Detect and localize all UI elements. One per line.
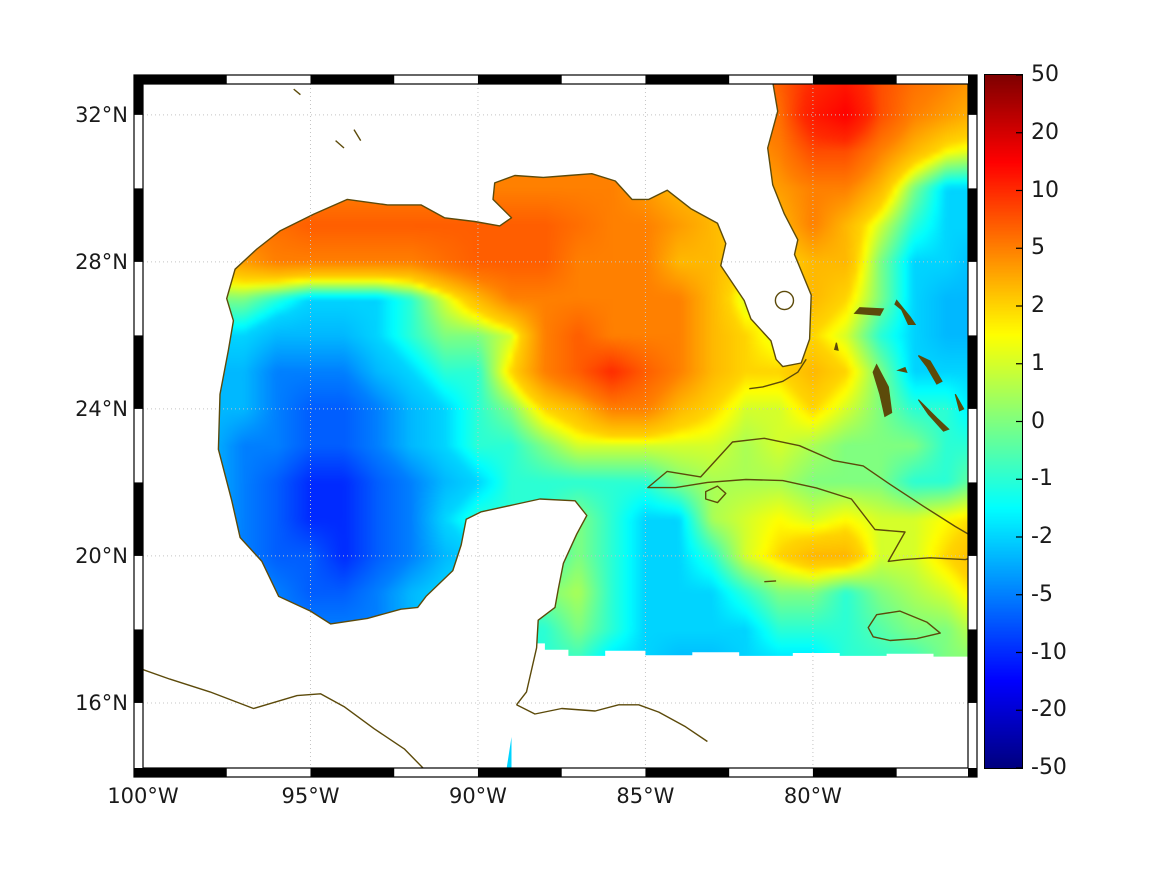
colorbar-tick-label: 50 bbox=[1031, 62, 1059, 87]
x-tick-label: 100°W bbox=[107, 784, 179, 808]
colorbar-tick-label: 20 bbox=[1031, 119, 1059, 145]
colorbar-tick-label: 10 bbox=[1031, 177, 1059, 203]
colorbar-tick-label: -20 bbox=[1031, 697, 1067, 723]
plot-frame bbox=[133, 74, 978, 778]
colorbar-tick-label: -2 bbox=[1031, 524, 1053, 549]
no-data-mask bbox=[511, 643, 968, 768]
x-tick-label: 85°W bbox=[616, 784, 675, 808]
x-tick-label: 80°W bbox=[783, 784, 842, 808]
colorbar-tick-label: 1 bbox=[1031, 350, 1045, 376]
y-tick-label: 32°N bbox=[75, 102, 128, 127]
y-tick-label: 24°N bbox=[75, 396, 128, 421]
coastlines bbox=[143, 84, 968, 768]
colorbar-ticks bbox=[1016, 74, 1022, 769]
y-tick-label: 28°N bbox=[75, 249, 128, 274]
colorbar-tick-label: -1 bbox=[1031, 466, 1053, 492]
colorbar-tick-label: -5 bbox=[1031, 581, 1053, 607]
map-layers bbox=[143, 84, 968, 768]
colorbar-tick-label: -10 bbox=[1031, 639, 1067, 665]
colorbar-tick-label: -50 bbox=[1031, 755, 1067, 780]
grid-lines bbox=[143, 84, 968, 768]
colorbar-tick-label: 2 bbox=[1031, 293, 1045, 318]
land-mask bbox=[143, 84, 812, 768]
x-tick-label: 90°W bbox=[448, 784, 507, 808]
x-tick-label: 95°W bbox=[281, 784, 340, 808]
colorbar-tick-label: 0 bbox=[1031, 408, 1045, 434]
colorbar-tick-label: 5 bbox=[1031, 235, 1045, 261]
y-tick-label: 16°N bbox=[75, 690, 128, 715]
islands bbox=[833, 299, 965, 432]
y-tick-label: 20°N bbox=[75, 543, 128, 568]
